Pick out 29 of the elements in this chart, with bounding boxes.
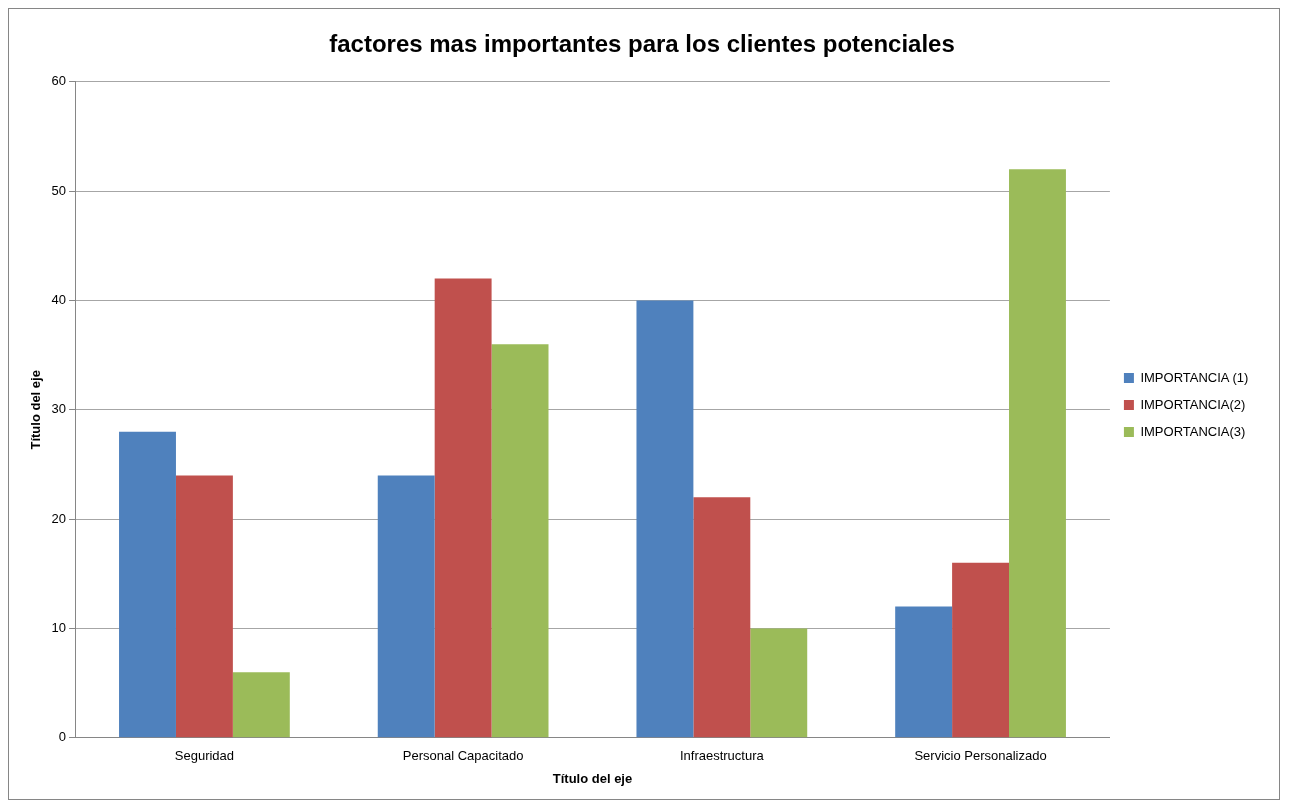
x-tick-label: Servicio Personalizado <box>914 748 1047 764</box>
chart-title: factores mas importantes para los clientes potenciales <box>329 30 955 58</box>
y-tick-label: 40 <box>51 292 67 308</box>
bar <box>491 344 549 738</box>
y-tick-label: 0 <box>58 729 67 745</box>
bar <box>952 562 1010 738</box>
x-tick-label: Infraestructura <box>679 748 765 764</box>
y-tick-label: 10 <box>51 620 67 636</box>
bar <box>232 672 290 738</box>
bar <box>434 278 492 738</box>
legend-label: IMPORTANCIA(2) <box>1140 396 1246 412</box>
bar <box>1009 169 1066 738</box>
y-tick-label: 20 <box>51 510 67 526</box>
bar <box>895 606 953 738</box>
legend-label: IMPORTANCIA(3) <box>1140 423 1246 439</box>
bar <box>119 431 176 738</box>
x-tick-label: Seguridad <box>174 748 235 764</box>
x-tick-label: Personal Capacitado <box>402 748 524 764</box>
y-axis-title: Título del eje <box>28 370 44 450</box>
y-tick-label: 50 <box>51 182 67 198</box>
legend-label: IMPORTANCIA (1) <box>1140 369 1249 385</box>
y-tick-label: 30 <box>51 401 67 417</box>
x-axis-title: Título del eje <box>552 770 633 786</box>
bar <box>750 628 808 738</box>
bar <box>175 475 233 738</box>
bar <box>636 300 694 738</box>
bar <box>377 475 435 738</box>
bar <box>693 497 751 738</box>
y-tick-label: 60 <box>51 73 67 89</box>
